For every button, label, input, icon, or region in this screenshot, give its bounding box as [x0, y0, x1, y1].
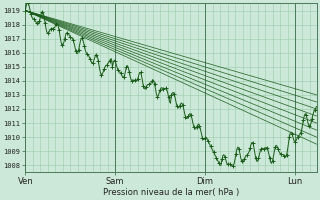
X-axis label: Pression niveau de la mer( hPa ): Pression niveau de la mer( hPa ): [103, 188, 239, 197]
